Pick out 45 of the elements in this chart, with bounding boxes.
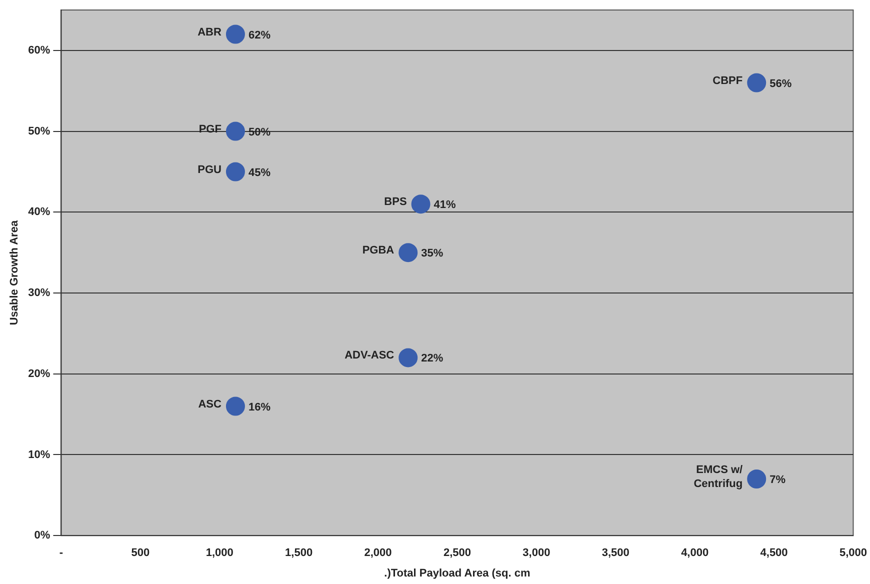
annotation: EMCS w/ Centrifug: [694, 464, 743, 490]
x-tick-label: 3,500: [602, 547, 630, 560]
annotation: PGU: [198, 164, 222, 176]
annotation: ABR: [198, 26, 222, 38]
point: [398, 348, 418, 368]
data-label: 56%: [770, 78, 792, 90]
x-tick-label: 500: [131, 547, 150, 560]
point: [747, 469, 766, 488]
x-tick-label: 1,000: [206, 547, 234, 560]
point: [226, 396, 245, 416]
y-axis-title: Usable Growth Area: [8, 220, 21, 326]
data-label: 35%: [421, 248, 444, 260]
x-tick-label: 4,000: [681, 547, 709, 560]
y-tick-label: 50%: [28, 125, 50, 138]
point: [226, 24, 245, 44]
x-tick-label: 2,500: [443, 547, 471, 560]
data-label: 16%: [248, 401, 271, 414]
y-tick-label: 60%: [28, 44, 50, 56]
data-label: 22%: [421, 352, 444, 365]
x-tick-label: -: [59, 547, 64, 560]
annotation: PGBA: [362, 244, 394, 257]
x-tick-label: 4,500: [760, 547, 788, 560]
x-tick-label: 2,000: [364, 547, 392, 560]
point: [226, 122, 245, 141]
y-tick-label: 10%: [28, 448, 50, 461]
annotation: ADV-ASC: [344, 350, 394, 362]
annotation: BPS: [384, 196, 407, 208]
annotation: ASC: [198, 398, 222, 410]
point: [747, 73, 766, 92]
y-tick-label: 0%: [34, 530, 50, 542]
data-label: 62%: [248, 29, 271, 42]
x-tick-label: 3,000: [522, 547, 550, 560]
data-label: 7%: [770, 474, 786, 486]
x-tick-label: 5,000: [839, 547, 867, 560]
point: [398, 243, 418, 262]
annotation: CBPF: [712, 74, 743, 87]
x-tick-label: 1,500: [285, 547, 313, 560]
y-tick-label: 30%: [28, 287, 50, 300]
point: [411, 194, 430, 214]
point: [226, 162, 245, 182]
y-tick-label: 40%: [28, 206, 50, 218]
x-axis-title: .)Total Payload Area (sq. cm: [384, 567, 530, 580]
data-label: 41%: [434, 199, 456, 212]
y-tick-label: 20%: [28, 368, 50, 380]
data-label: 45%: [248, 166, 271, 179]
